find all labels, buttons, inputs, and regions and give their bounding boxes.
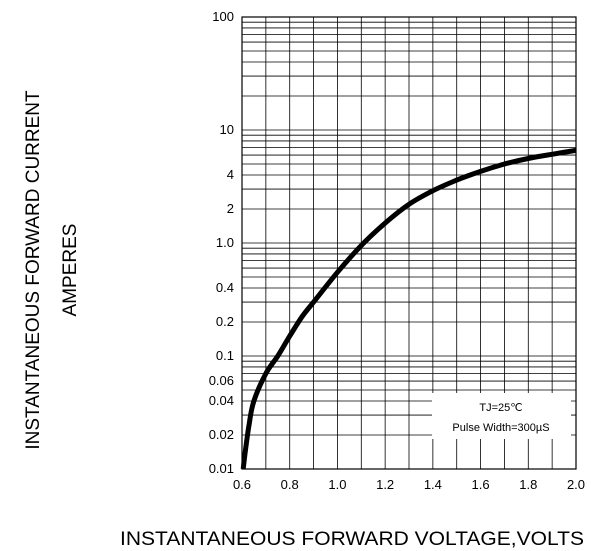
y-tick-label: 4 (227, 167, 234, 182)
annotation-line-1: TJ=25℃ (479, 402, 522, 414)
x-tick-label: 1.0 (328, 477, 346, 492)
y-tick-label: 0.2 (216, 314, 234, 329)
y-tick-label: 0.06 (209, 373, 234, 388)
y-tick-label: 0.1 (216, 348, 234, 363)
x-tick-label: 1.2 (376, 477, 394, 492)
annotation-background (432, 393, 571, 439)
x-axis-title: INSTANTANEOUS FORWARD VOLTAGE,VOLTS (120, 529, 584, 550)
x-tick-label: 1.4 (424, 477, 442, 492)
x-tick-label: 1.6 (472, 477, 490, 492)
y-tick-label: 2 (227, 201, 234, 216)
y-tick-label: 0.4 (216, 280, 234, 295)
annotation-line-2: Pulse Width=300µS (452, 422, 549, 434)
y-tick-label: 1.0 (216, 235, 234, 250)
plot-frame (241, 16, 577, 470)
y-axis-unit: AMPERES (60, 224, 81, 317)
y-tick-label: 0.04 (209, 393, 234, 408)
y-axis-title: INSTANTANEOUS FORWARD CURRENT (23, 90, 44, 450)
y-tick-label: 100 (212, 9, 234, 24)
x-tick-label: 1.8 (519, 477, 537, 492)
tick-labels: 0.6 0.8 1.0 1.2 1.4 1.6 1.8 2.0 0.01 0.02 0.04 0.06… (209, 9, 585, 492)
series-layer (240, 147, 577, 470)
x-tick-label: 2.0 (567, 477, 585, 492)
y-tick-label: 0.01 (209, 461, 234, 476)
x-tick-label: 0.6 (233, 477, 251, 492)
y-tick-label: 10 (220, 122, 234, 137)
y-tick-label: 0.02 (209, 427, 234, 442)
annotation-box: TJ=25℃ Pulse Width=300µS (432, 393, 571, 439)
x-tick-label: 0.8 (281, 477, 299, 492)
forward-current-curve (240, 147, 577, 470)
